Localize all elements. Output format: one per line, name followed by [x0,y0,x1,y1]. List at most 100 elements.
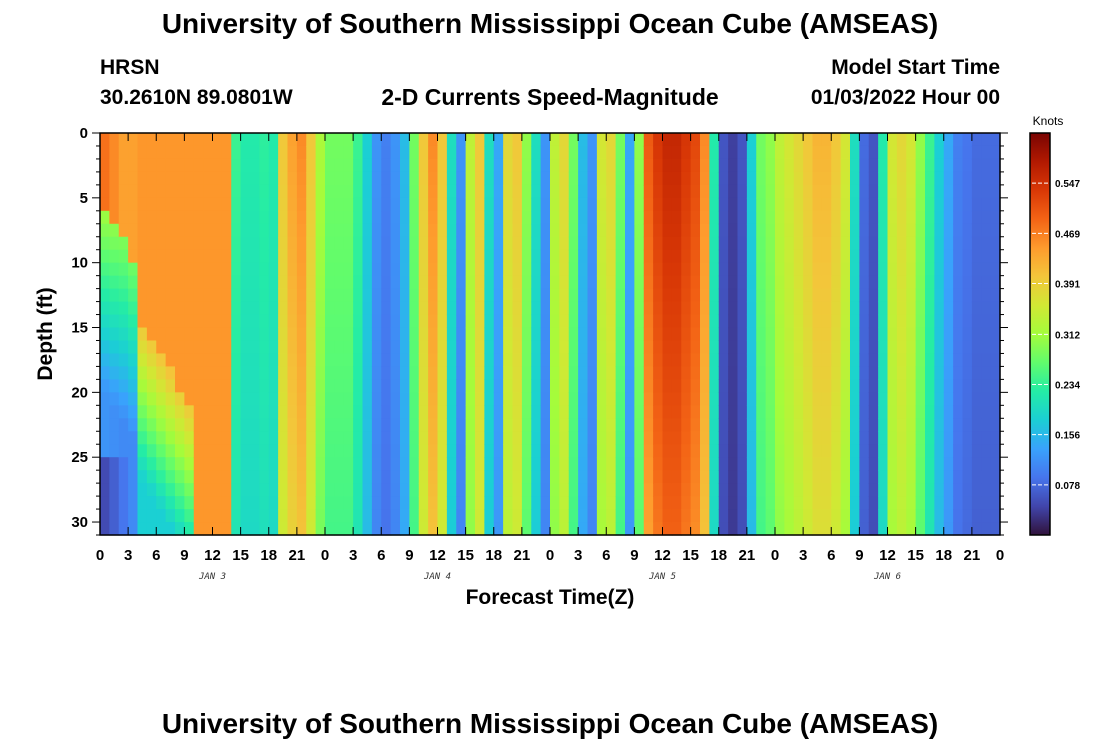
heatmap-cell [100,522,110,536]
heatmap-cell [728,184,739,199]
heatmap-cell [231,249,242,264]
heatmap-cell [859,392,870,406]
heatmap-cell [925,366,935,380]
heatmap-cell [240,171,251,186]
heatmap-cell [934,288,945,303]
heatmap-cell [859,431,870,445]
heatmap-cell [615,431,626,445]
heatmap-cell [634,133,645,147]
heatmap-cell [812,405,823,419]
heatmap-cell [803,366,814,380]
heatmap-cell [803,184,814,199]
heatmap-cell [896,522,907,536]
heatmap-cell [625,470,635,484]
heatmap-cell [728,470,739,484]
heatmap-cell [746,340,757,355]
heatmap-cell [906,522,917,536]
heatmap-cell [409,470,420,484]
heatmap-cell [175,470,185,484]
heatmap-cell [784,340,795,355]
heatmap-cell [203,431,214,445]
heatmap-cell [587,405,598,419]
heatmap-cell [409,483,420,497]
heatmap-cell [953,197,964,212]
heatmap-cell [803,470,814,484]
heatmap-cell [596,457,607,471]
heatmap-cell [643,457,654,471]
heatmap-cell [906,379,917,393]
heatmap-cell [306,314,317,329]
heatmap-cell [812,379,823,393]
heatmap-cell [287,184,298,199]
heatmap-cell [512,197,523,212]
heatmap-cell [353,405,364,419]
heatmap-cell [878,470,889,484]
heatmap-cell [315,483,326,497]
heatmap-cell [737,275,748,290]
heatmap-cell [962,483,973,497]
heatmap-cell [681,522,692,536]
heatmap-cell [184,457,195,471]
heatmap-cell [184,444,195,458]
heatmap-cell [212,418,223,432]
heatmap-cell [475,145,485,160]
heatmap-cell [868,509,879,523]
heatmap-cell [690,327,701,342]
heatmap-cell [681,171,692,186]
heatmap-cell [812,314,823,329]
heatmap-cell [221,301,232,316]
heatmap-cell [250,379,260,393]
heatmap-cell [409,379,420,393]
heatmap-cell [728,210,739,225]
heatmap-cell [343,158,354,173]
heatmap-cell [400,133,410,147]
heatmap-cell [765,223,776,238]
heatmap-cell [868,223,879,238]
heatmap-cell [784,327,795,342]
heatmap-cell [653,314,664,329]
heatmap-cell [925,210,935,225]
heatmap-cell [203,470,214,484]
heatmap-cell [193,197,204,212]
heatmap-cell [418,483,429,497]
heatmap-cell [306,288,317,303]
heatmap-cell [840,392,851,406]
heatmap-cell [634,379,645,393]
heatmap-cell [512,262,523,277]
heatmap-cell [475,275,485,290]
heatmap-cell [362,353,373,368]
heatmap-cell [353,223,364,238]
heatmap-cell [700,210,710,225]
heatmap-cell [850,158,860,173]
heatmap-cell [990,353,1001,368]
heatmap-cell [128,392,139,406]
heatmap-cell [971,249,982,264]
heatmap-cell [353,275,364,290]
heatmap-cell [409,405,420,419]
heatmap-cell [587,184,598,199]
heatmap-cell [156,249,167,264]
heatmap-cell [409,301,420,316]
heatmap-cell [934,509,945,523]
heatmap-cell [953,158,964,173]
x-tick-label: 15 [457,547,474,564]
heatmap-cell [250,262,260,277]
heatmap-cell [681,275,692,290]
heatmap-cell [240,522,251,536]
heatmap-cell [615,457,626,471]
heatmap-cell [184,509,195,523]
heatmap-cell [615,275,626,290]
heatmap-cell [896,405,907,419]
heatmap-cell [250,418,260,432]
heatmap-cell [587,145,598,160]
heatmap-cell [709,158,720,173]
heatmap-cell [203,522,214,536]
heatmap-cell [503,288,514,303]
heatmap-cell [962,496,973,510]
heatmap-cell [746,366,757,380]
heatmap-cell [315,236,326,251]
heatmap-cell [446,145,457,160]
heatmap-cell [971,184,982,199]
heatmap-cell [371,158,382,173]
heatmap-cell [915,223,926,238]
